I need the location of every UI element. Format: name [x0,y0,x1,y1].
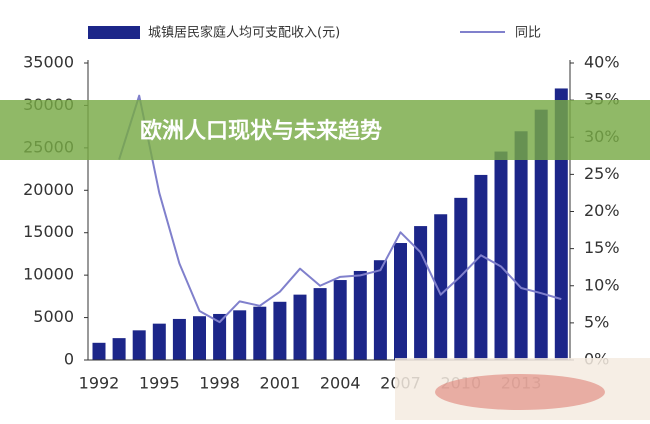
y-tick-label: 15000 [23,222,74,241]
bar [494,151,508,360]
y-tick-label: 5000 [33,307,74,326]
bar [534,109,548,361]
bar [112,338,126,360]
bar [434,214,448,360]
bar [474,174,488,360]
bar [333,280,347,360]
bar [373,260,387,360]
x-tick-label: 2001 [260,374,301,393]
bar [253,306,267,360]
y2-tick-label: 20% [584,201,620,220]
bar [273,301,287,360]
banner-title: 欧洲人口现状与未来趋势 [140,118,382,144]
y2-tick-label: 15% [584,238,620,257]
x-tick-label: 1998 [199,374,240,393]
y-tick-label: 0 [64,350,74,369]
legend-swatch [88,26,140,39]
bar [293,294,307,360]
bar [454,197,468,360]
bar [193,316,206,360]
bar [353,270,367,360]
x-tick-label: 2004 [320,374,361,393]
y2-tick-label: 40% [584,53,620,72]
bar [414,226,428,360]
bar [132,330,146,360]
y2-tick-label: 10% [584,275,620,294]
line [118,94,562,324]
bar [213,313,227,360]
watermark-logo [435,374,605,410]
bar [313,288,327,360]
bar [172,318,186,360]
y-tick-label: 35000 [23,53,74,72]
y-tick-label: 10000 [23,265,74,284]
y2-tick-label: 25% [584,164,620,183]
bar [152,323,166,360]
legend-label: 城镇居民家庭人均可支配收入(元) [148,25,340,41]
bar [233,310,247,360]
bar [92,342,106,360]
x-tick-label: 1992 [79,374,120,393]
x-tick-label: 1995 [139,374,180,393]
bar [394,243,407,360]
y2-tick-label: 5% [584,312,609,331]
legend-label: 同比 [515,26,541,41]
y-tick-label: 20000 [23,180,74,199]
banner [0,100,650,160]
bar [514,131,528,360]
